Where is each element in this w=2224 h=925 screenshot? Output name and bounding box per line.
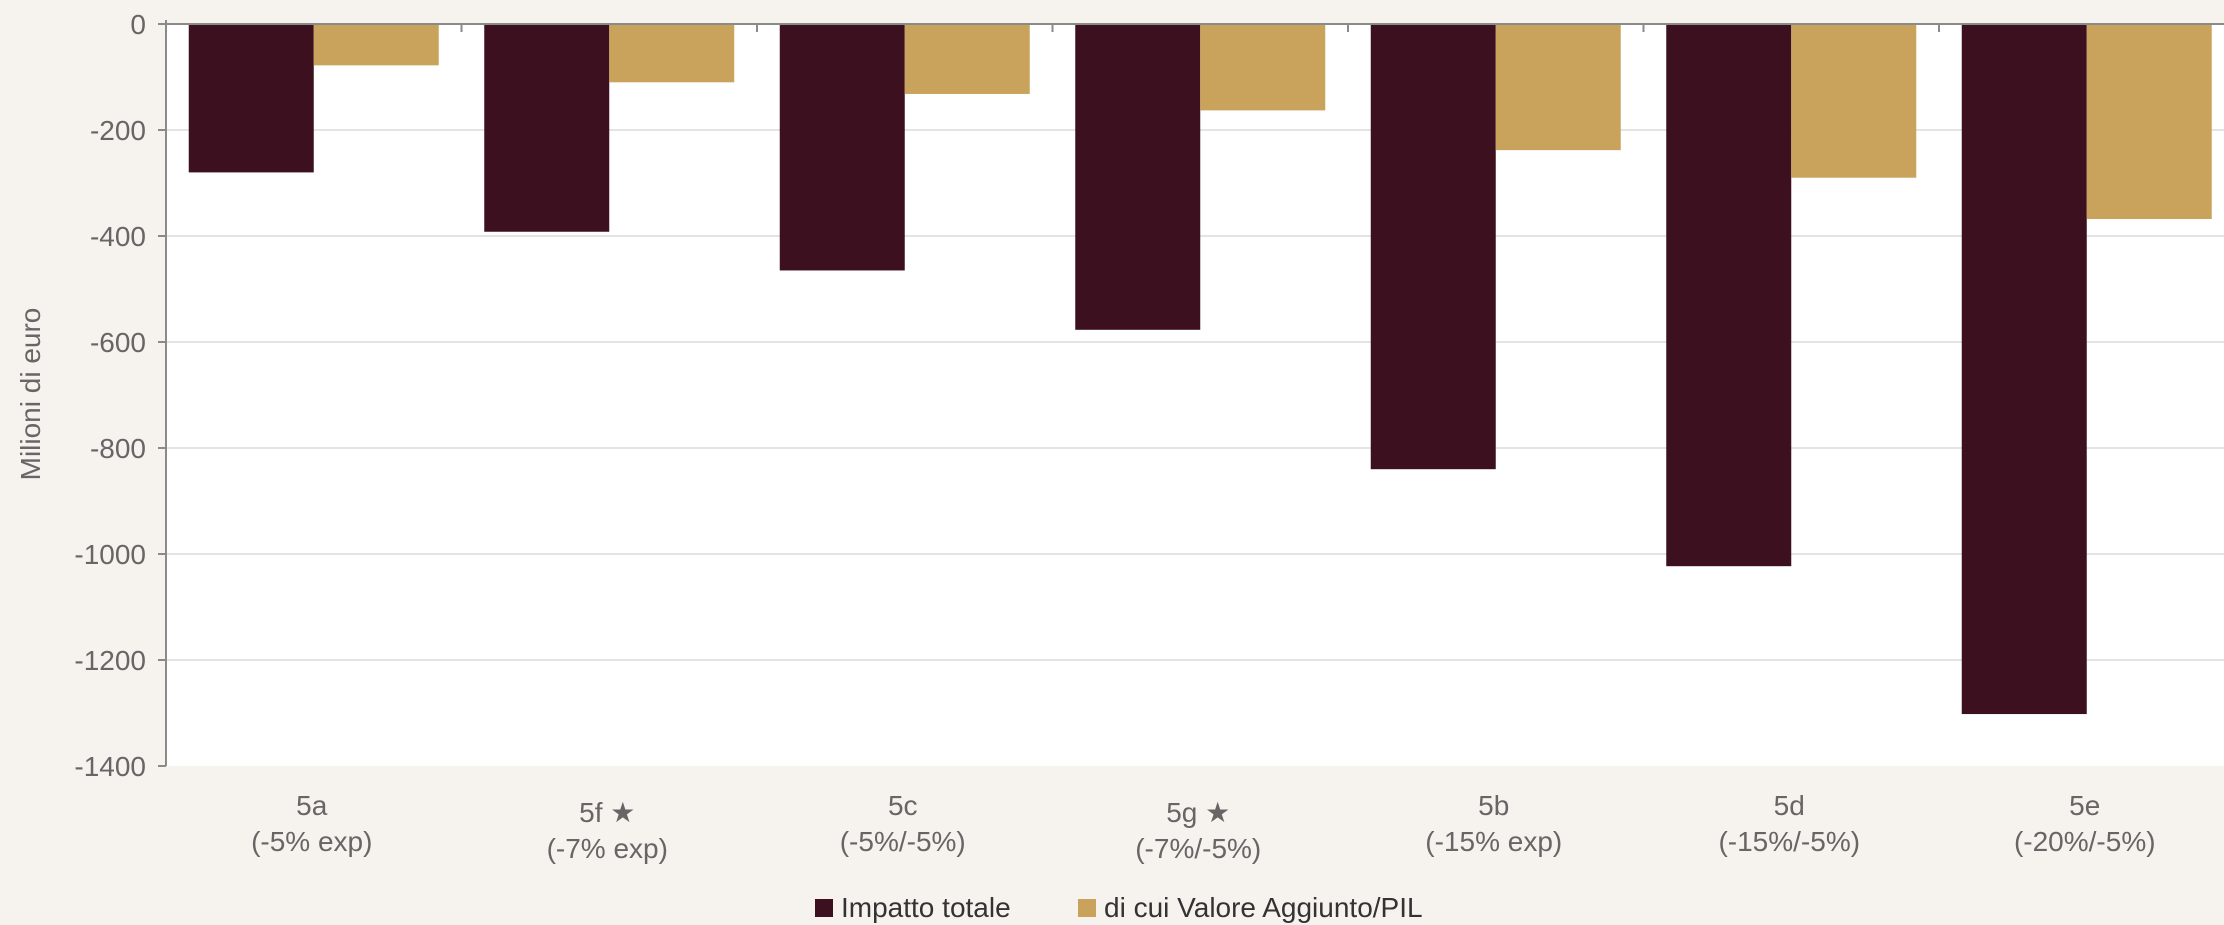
x-category-sublabel: (-7%/-5%) [1135, 833, 1261, 864]
bar-valore-aggiunto [609, 24, 735, 83]
x-category-label: 5a [296, 790, 328, 821]
y-tick-labels: 0 -200 -400 -600 -800 -1000 -1200 -1400 [74, 9, 146, 782]
bar-impatto-totale [1370, 24, 1496, 470]
x-category-sublabel: (-20%/-5%) [2014, 826, 2156, 857]
y-tick-label: -1200 [74, 645, 146, 676]
bar-impatto-totale [484, 24, 610, 232]
x-category-label: 5f ★ [579, 797, 635, 828]
axes [158, 20, 2224, 767]
bar-valore-aggiunto [313, 24, 439, 66]
y-tick-label: -200 [90, 115, 146, 146]
bar-valore-aggiunto [2086, 24, 2212, 220]
bar-impatto-totale [188, 24, 314, 173]
bar-impatto-totale [1075, 24, 1201, 330]
x-category-label: 5d [1774, 790, 1805, 821]
legend-swatch [815, 899, 833, 917]
x-category-sublabel: (-15% exp) [1425, 826, 1562, 857]
x-category-label: 5c [888, 790, 918, 821]
y-tick-label: -1400 [74, 751, 146, 782]
bar-valore-aggiunto [1791, 24, 1917, 178]
x-category-label: 5g ★ [1166, 797, 1230, 828]
bar-impatto-totale [779, 24, 905, 271]
x-category-sublabel: (-15%/-5%) [1718, 826, 1860, 857]
legend-label: di cui Valore Aggiunto/PIL [1104, 892, 1423, 923]
x-category-labels: 5a (-5% exp) 5f ★ (-7% exp) 5c (-5%/-5%) 5g ★ (… [251, 790, 2155, 864]
x-category-label: 5b [1478, 790, 1509, 821]
y-tick-label: -1000 [74, 539, 146, 570]
x-category-label: 5e [2069, 790, 2100, 821]
bar-valore-aggiunto [904, 24, 1030, 94]
x-category-sublabel: (-7% exp) [547, 833, 668, 864]
y-tick-label: -400 [90, 221, 146, 252]
y-tick-label: -600 [90, 327, 146, 358]
bar-valore-aggiunto [1200, 24, 1326, 111]
legend-label: Impatto totale [841, 892, 1011, 923]
legend: Impatto totale di cui Valore Aggiunto/PIL [815, 892, 1423, 923]
x-category-sublabel: (-5% exp) [251, 826, 372, 857]
y-tick-label: 0 [130, 9, 146, 40]
bar-impatto-totale [1961, 24, 2087, 715]
bars [188, 24, 2212, 715]
y-tick-label: -800 [90, 433, 146, 464]
legend-swatch [1078, 899, 1096, 917]
bar-valore-aggiunto [1495, 24, 1621, 151]
x-category-sublabel: (-5%/-5%) [840, 826, 966, 857]
bar-impatto-totale [1666, 24, 1792, 567]
y-axis-title: Milioni di euro [15, 308, 46, 481]
